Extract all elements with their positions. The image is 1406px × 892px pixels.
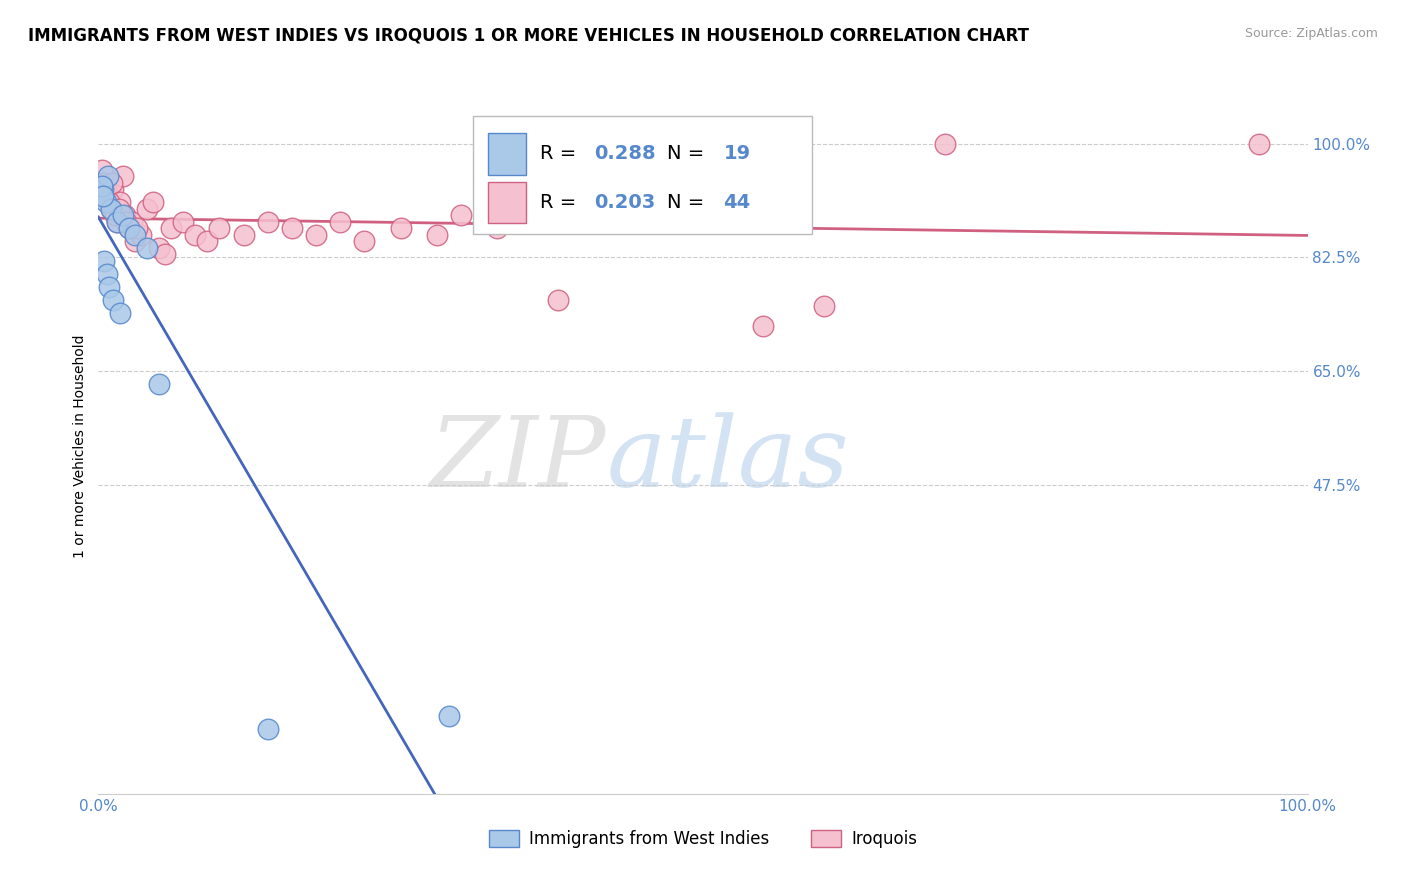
Point [97, 169, 120, 183]
FancyBboxPatch shape [488, 182, 526, 223]
Point [105, 215, 128, 229]
Point [353, 234, 375, 248]
Point [97, 188, 120, 202]
Point [305, 227, 328, 242]
Text: IMMIGRANTS FROM WEST INDIES VS IROQUOIS 1 OR MORE VEHICLES IN HOUSEHOLD CORRELAT: IMMIGRANTS FROM WEST INDIES VS IROQUOIS … [28, 27, 1029, 45]
Point [184, 227, 207, 242]
Point [208, 221, 231, 235]
Point [93, 176, 115, 190]
Point [135, 241, 157, 255]
Point [98, 195, 121, 210]
Point [389, 221, 412, 235]
Text: N =: N = [666, 145, 710, 163]
Point [232, 227, 254, 242]
Point [934, 136, 956, 151]
Point [437, 709, 460, 723]
Point [160, 221, 183, 235]
Point [118, 221, 141, 235]
Text: N =: N = [666, 193, 710, 212]
Point [752, 318, 775, 333]
Point [100, 176, 122, 190]
Text: R =: R = [540, 145, 582, 163]
Point [115, 215, 138, 229]
Point [127, 221, 149, 235]
Point [94, 182, 117, 196]
Point [153, 247, 176, 261]
Point [114, 208, 136, 222]
Point [281, 221, 304, 235]
Point [121, 215, 143, 229]
Text: 0.288: 0.288 [595, 145, 655, 163]
Point [96, 267, 118, 281]
Text: 19: 19 [724, 145, 751, 163]
Text: 0.203: 0.203 [595, 193, 655, 212]
Point [124, 227, 146, 242]
Point [329, 215, 352, 229]
Legend: Immigrants from West Indies, Iroquois: Immigrants from West Indies, Iroquois [482, 823, 924, 855]
Text: atlas: atlas [606, 412, 849, 508]
Point [195, 234, 218, 248]
Point [91, 162, 114, 177]
Point [111, 169, 134, 183]
Point [813, 299, 835, 313]
Point [450, 208, 472, 222]
Point [1249, 136, 1271, 151]
Point [100, 202, 122, 216]
Point [91, 188, 114, 202]
Y-axis label: 1 or more Vehicles in Household: 1 or more Vehicles in Household [73, 334, 87, 558]
Point [148, 241, 170, 255]
Text: 44: 44 [724, 193, 751, 212]
Point [98, 279, 121, 293]
Point [108, 202, 131, 216]
Point [91, 178, 114, 193]
FancyBboxPatch shape [474, 116, 811, 234]
Point [426, 227, 449, 242]
Point [256, 215, 278, 229]
Point [486, 221, 509, 235]
Text: R =: R = [540, 193, 582, 212]
Point [124, 234, 146, 248]
Text: Source: ZipAtlas.com: Source: ZipAtlas.com [1244, 27, 1378, 40]
Point [135, 202, 157, 216]
Point [547, 293, 569, 307]
Point [91, 182, 114, 196]
Point [111, 208, 134, 222]
Point [118, 221, 141, 235]
Point [100, 202, 122, 216]
Point [94, 195, 117, 210]
Point [172, 215, 194, 229]
Point [93, 253, 115, 268]
Point [108, 306, 131, 320]
Point [256, 722, 278, 736]
Point [101, 293, 124, 307]
Point [101, 182, 124, 196]
Point [104, 208, 127, 222]
Text: ZIP: ZIP [430, 412, 606, 508]
Point [148, 377, 170, 392]
FancyBboxPatch shape [488, 133, 526, 175]
Point [129, 227, 152, 242]
Point [142, 195, 165, 210]
Point [108, 195, 131, 210]
Point [105, 215, 128, 229]
